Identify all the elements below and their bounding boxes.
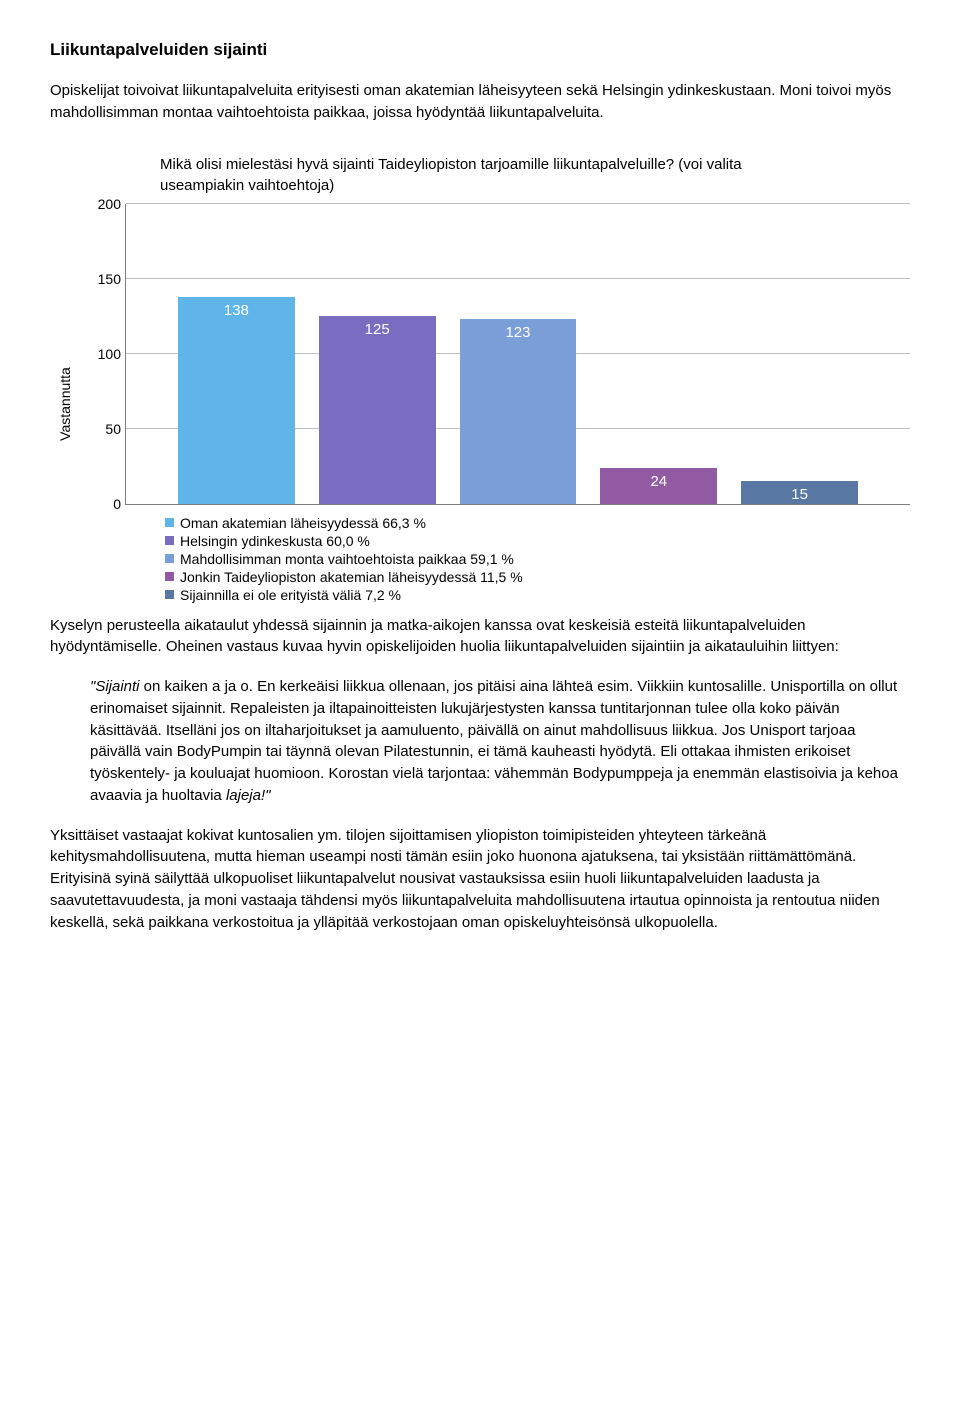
bar-value: 123: [505, 324, 530, 341]
legend-label: Sijainnilla ei ole erityistä väliä 7,2 %: [180, 587, 401, 603]
y-tick: 200: [81, 196, 126, 212]
legend-item: Mahdollisimman monta vaihtoehtoista paik…: [165, 551, 910, 567]
analysis-paragraph: Kyselyn perusteella aikataulut yhdessä s…: [50, 615, 910, 659]
chart-title: Mikä olisi mielestäsi hyvä sijainti Taid…: [160, 154, 760, 196]
legend-label: Helsingin ydinkeskusta 60,0 %: [180, 533, 370, 549]
bar: [460, 319, 577, 504]
y-axis-label: Vastannutta: [57, 367, 73, 441]
bar-slot: 138: [166, 204, 307, 504]
legend-item: Oman akatemian läheisyydessä 66,3 %: [165, 515, 910, 531]
y-tick: 100: [81, 346, 126, 362]
bar-value: 138: [224, 302, 249, 319]
bars-container: 138 125 123 24: [126, 204, 910, 504]
location-chart: Mikä olisi mielestäsi hyvä sijainti Taid…: [50, 154, 910, 605]
bar-slot: 125: [307, 204, 448, 504]
y-tick: 0: [81, 496, 126, 512]
bar: [178, 297, 295, 504]
legend-item: Jonkin Taideyliopiston akatemian läheisy…: [165, 569, 910, 585]
legend-swatch: [165, 536, 174, 545]
legend-swatch: [165, 518, 174, 527]
legend-swatch: [165, 554, 174, 563]
legend-item: Sijainnilla ei ole erityistä väliä 7,2 %: [165, 587, 910, 603]
legend-item: Helsingin ydinkeskusta 60,0 %: [165, 533, 910, 549]
quote-tail: lajeja!": [226, 787, 271, 804]
bar-value: 125: [365, 321, 390, 338]
bar-slot: 24: [588, 204, 729, 504]
section-heading: Liikuntapalveluiden sijainti: [50, 40, 910, 60]
y-axis-label-wrap: Vastannutta: [50, 204, 80, 605]
bar-slot: 15: [729, 204, 870, 504]
legend-label: Jonkin Taideyliopiston akatemian läheisy…: [180, 569, 523, 585]
legend-swatch: [165, 590, 174, 599]
y-tick: 150: [81, 271, 126, 287]
y-tick: 50: [81, 421, 126, 437]
quote-body: on kaiken a ja o. En kerkeäisi liikkua o…: [90, 678, 898, 804]
quote-lead: "Sijainti: [90, 678, 140, 695]
bar-value: 24: [650, 473, 667, 490]
closing-paragraph: Yksittäiset vastaajat kokivat kuntosalie…: [50, 825, 910, 934]
legend-swatch: [165, 572, 174, 581]
legend-label: Oman akatemian läheisyydessä 66,3 %: [180, 515, 426, 531]
bar-value: 15: [791, 486, 808, 503]
bar: [319, 316, 436, 504]
quote-block: "Sijainti on kaiken a ja o. En kerkeäisi…: [90, 676, 910, 807]
chart-plot: 200 150 100 50 0 138 125 123: [125, 204, 910, 505]
bar-slot: 123: [448, 204, 589, 504]
intro-paragraph: Opiskelijat toivoivat liikuntapalveluita…: [50, 80, 910, 124]
chart-legend: Oman akatemian läheisyydessä 66,3 % Hels…: [165, 515, 910, 603]
legend-label: Mahdollisimman monta vaihtoehtoista paik…: [180, 551, 514, 567]
